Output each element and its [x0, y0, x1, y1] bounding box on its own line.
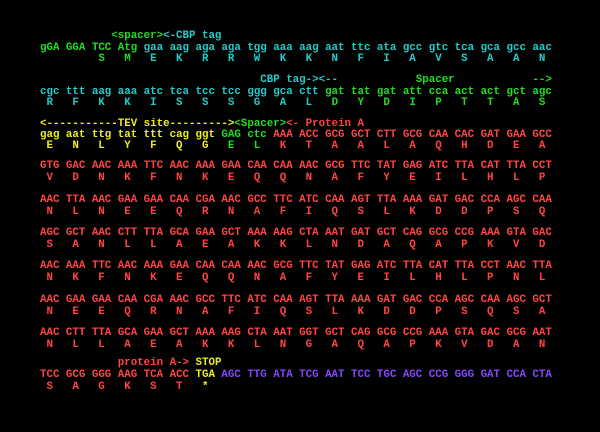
codon-run: AAA ACC GCG GCT CTT GCG CAA CAC GAT GAA … [273, 129, 552, 141]
codon-run: GTG GAC AAC AAA TTC AAC AAA GAA CAA CAA … [40, 160, 552, 172]
sequence-label: --> [532, 74, 552, 86]
sequence-label: V D N K F N K E Q Q N A F Y E I L H L P [46, 172, 546, 184]
sequence-label: D Y D I P T T A S [331, 97, 546, 109]
sequence-label: protein A-> [117, 357, 190, 369]
codon-run: gat tat gat att cca act act gct agc [325, 86, 552, 98]
sequence-label: <Spacer> [234, 118, 287, 130]
sequence-label: Spacer [415, 74, 455, 86]
codon-run: AAC TTA AAC GAA GAA CAA CGA AAC GCC TTC … [40, 194, 552, 206]
sequence-label: E N L Y F Q G [46, 140, 209, 152]
sequence-label: STOP [195, 357, 222, 369]
sequence-label: N K F N K E Q Q N A F Y E I L H L P N L [46, 272, 546, 284]
sequence-label: * [201, 381, 209, 393]
sequence-label: S A N L L A E A K K L N D A Q A P K V D [46, 239, 546, 251]
sequence-label: <- Protein A [286, 118, 364, 130]
sequence-label: <-CBP tag [163, 30, 222, 42]
codon-run: AGC TTG ATA TCG AAT TCC TGC AGC CCG GGG … [221, 369, 552, 381]
codon-run: GAG ctc [221, 129, 267, 141]
sequence-label: TGA [195, 369, 215, 381]
codon-run: AAC GAA GAA CAA CGA AAC GCC TTC ATC CAA … [40, 294, 552, 306]
sequence-label: CBP tag-><-- [260, 74, 339, 86]
sequence-label: E L [227, 140, 261, 152]
codon-run: AAC AAA TTC AAC AAA GAA CAA CAA AAC GCG … [40, 260, 552, 272]
codon-run: TCC GCG GGG AAG TCA ACC [40, 369, 190, 381]
codon-run: gag aat ttg tat ttt cag ggt [40, 129, 215, 141]
sequence-label: N L L A E A K K L N G A Q A P K V D A N [46, 339, 546, 351]
sequence-label: <spacer> [111, 30, 164, 42]
codon-run: gGA GGA TCC Atg [40, 42, 138, 54]
codon-run: AGC GCT AAC CTT TTA GCA GAA GCT AAA AAG … [40, 227, 552, 239]
sequence-label: S M [98, 53, 131, 65]
codon-run: cgc ttt aag aaa atc tca tcc tcc ggg gca … [40, 86, 319, 98]
sequence-label: N L N E E Q R N A F I Q S L K D D P S Q [46, 206, 546, 218]
sequence-label: E K R R W K K N F I A V S A A N [150, 53, 546, 65]
codon-run: gaa aag aga aga tgg aaa aag aat ttc ata … [143, 42, 552, 54]
sequence-label: K T A A L A Q H D E A [279, 140, 546, 152]
sequence-label: R F K K I S S S G A L [46, 97, 313, 109]
sequence-label: <-----------TEV site---------> [40, 118, 235, 130]
codon-run: AAC CTT TTA GCA GAA GCT AAA AAG CTA AAT … [40, 327, 552, 339]
sequence-label: S A G K S T [46, 381, 183, 393]
sequence-label: N E E Q R N A F I Q S L K D D P S Q S A [46, 306, 546, 318]
